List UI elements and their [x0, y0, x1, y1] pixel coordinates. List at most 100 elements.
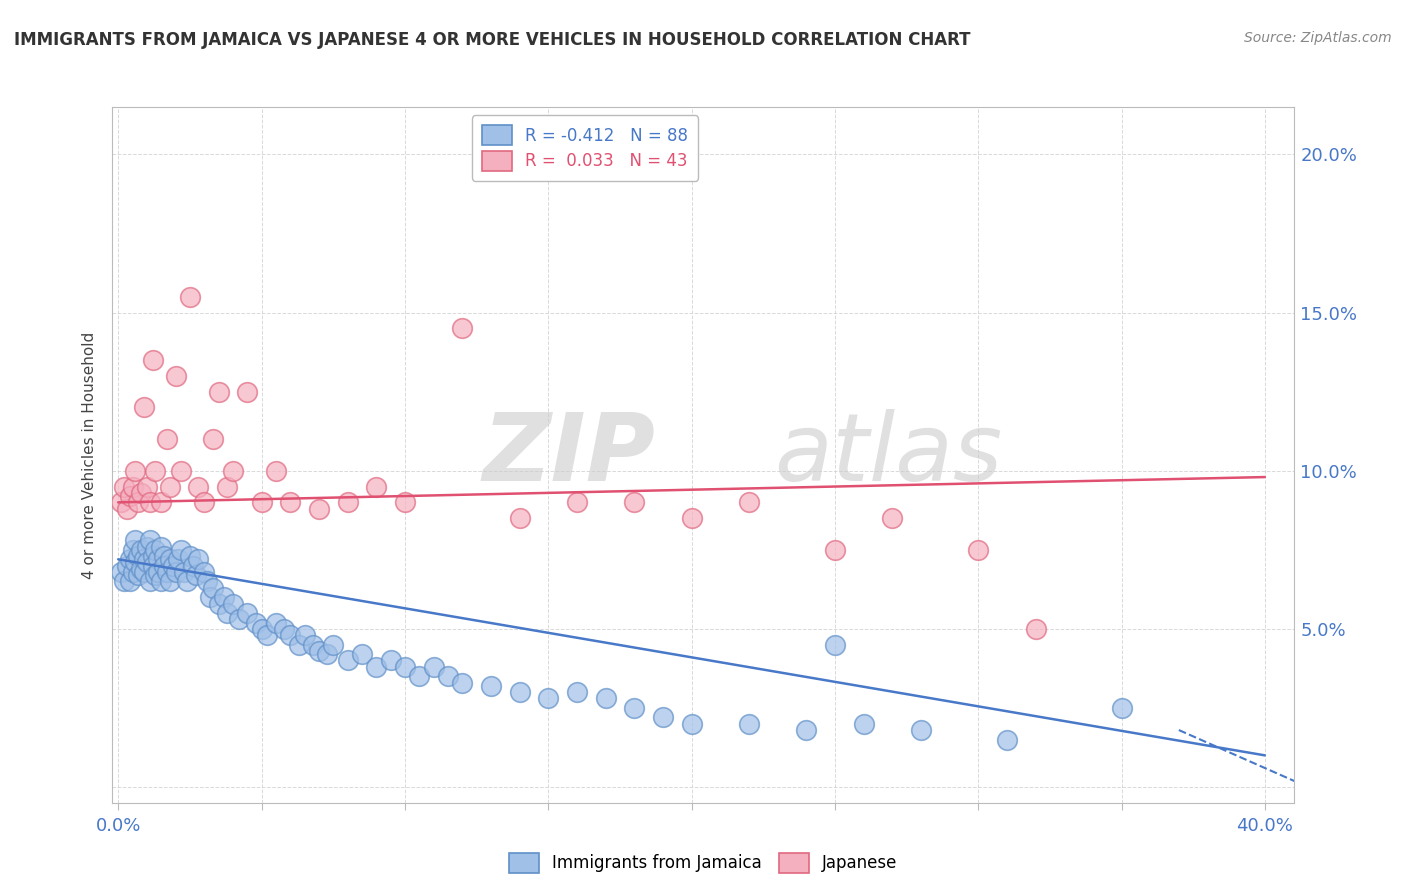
Point	[110, 495, 132, 509]
Point	[148, 552, 170, 566]
Point	[184, 568, 207, 582]
Text: IMMIGRANTS FROM JAMAICA VS JAPANESE 4 OR MORE VEHICLES IN HOUSEHOLD CORRELATION : IMMIGRANTS FROM JAMAICA VS JAPANESE 4 OR…	[14, 31, 970, 49]
Point	[198, 591, 221, 605]
Point	[681, 511, 703, 525]
Point	[124, 556, 146, 570]
Point	[118, 489, 141, 503]
Point	[565, 495, 588, 509]
Point	[366, 660, 388, 674]
Point	[264, 464, 287, 478]
Point	[201, 581, 224, 595]
Point	[159, 574, 181, 589]
Point	[139, 495, 162, 509]
Point	[135, 556, 157, 570]
Point	[366, 479, 388, 493]
Point	[623, 495, 645, 509]
Point	[132, 401, 155, 415]
Point	[336, 653, 359, 667]
Point	[181, 558, 204, 573]
Point	[322, 638, 344, 652]
Point	[394, 495, 416, 509]
Point	[165, 565, 187, 579]
Point	[1025, 622, 1047, 636]
Point	[150, 540, 173, 554]
Point	[176, 574, 198, 589]
Point	[165, 368, 187, 383]
Point	[236, 384, 259, 399]
Point	[170, 464, 193, 478]
Legend: Immigrants from Jamaica, Japanese: Immigrants from Jamaica, Japanese	[502, 847, 904, 880]
Text: atlas: atlas	[773, 409, 1002, 500]
Point	[115, 558, 138, 573]
Point	[187, 552, 209, 566]
Point	[124, 533, 146, 548]
Point	[135, 479, 157, 493]
Point	[156, 432, 179, 446]
Point	[217, 479, 239, 493]
Point	[118, 574, 141, 589]
Point	[537, 691, 560, 706]
Point	[394, 660, 416, 674]
Point	[179, 549, 201, 563]
Point	[150, 574, 173, 589]
Point	[153, 549, 176, 563]
Point	[124, 464, 146, 478]
Point	[139, 574, 162, 589]
Point	[852, 716, 875, 731]
Point	[451, 321, 474, 335]
Point	[112, 479, 135, 493]
Point	[193, 565, 215, 579]
Point	[451, 675, 474, 690]
Point	[112, 574, 135, 589]
Point	[127, 549, 149, 563]
Point	[236, 606, 259, 620]
Point	[148, 565, 170, 579]
Point	[142, 558, 165, 573]
Point	[214, 591, 236, 605]
Point	[159, 552, 181, 566]
Point	[882, 511, 904, 525]
Point	[207, 597, 229, 611]
Point	[264, 615, 287, 630]
Point	[228, 612, 250, 626]
Point	[278, 628, 301, 642]
Point	[153, 558, 176, 573]
Point	[162, 558, 184, 573]
Point	[129, 486, 152, 500]
Point	[129, 562, 152, 576]
Point	[565, 685, 588, 699]
Point	[135, 540, 157, 554]
Point	[207, 384, 229, 399]
Point	[336, 495, 359, 509]
Point	[139, 533, 162, 548]
Point	[217, 606, 239, 620]
Point	[167, 552, 190, 566]
Point	[509, 685, 531, 699]
Point	[115, 501, 138, 516]
Point	[380, 653, 402, 667]
Point	[995, 732, 1018, 747]
Point	[145, 542, 167, 557]
Legend: R = -0.412   N = 88, R =  0.033   N = 43: R = -0.412 N = 88, R = 0.033 N = 43	[472, 115, 697, 180]
Point	[910, 723, 932, 737]
Point	[121, 542, 143, 557]
Point	[738, 495, 761, 509]
Point	[222, 597, 245, 611]
Point	[250, 622, 273, 636]
Point	[256, 628, 278, 642]
Point	[294, 628, 316, 642]
Point	[142, 549, 165, 563]
Point	[681, 716, 703, 731]
Point	[142, 353, 165, 368]
Point	[193, 495, 215, 509]
Y-axis label: 4 or more Vehicles in Household: 4 or more Vehicles in Household	[82, 331, 97, 579]
Point	[132, 565, 155, 579]
Point	[132, 552, 155, 566]
Point	[479, 679, 502, 693]
Point	[278, 495, 301, 509]
Point	[245, 615, 267, 630]
Point	[145, 568, 167, 582]
Point	[201, 432, 224, 446]
Point	[127, 495, 149, 509]
Point	[179, 290, 201, 304]
